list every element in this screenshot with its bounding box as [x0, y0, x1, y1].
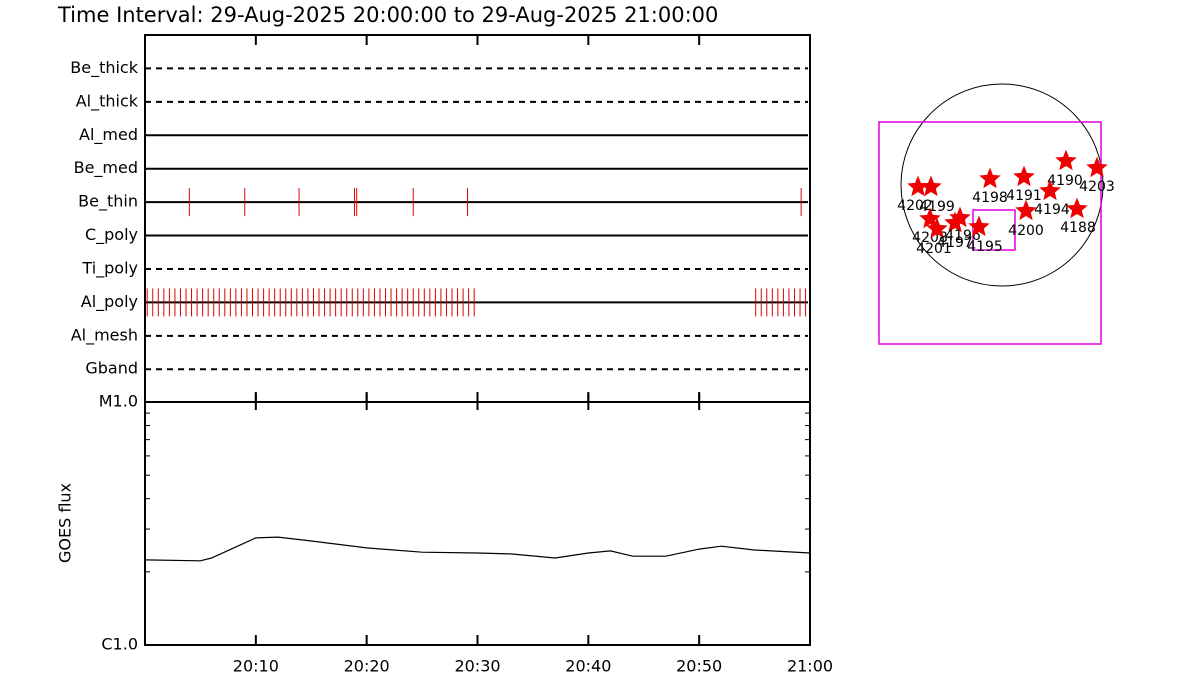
region-label: 4195: [967, 239, 1003, 255]
region-marker: [1015, 199, 1037, 221]
x-tick-label: 20:30: [454, 657, 500, 676]
region-marker: [920, 175, 942, 197]
region-label: 4197: [937, 235, 973, 251]
region-marker: [949, 206, 971, 228]
row-label: Al_thick: [76, 91, 139, 111]
row-label: Ti_poly: [81, 258, 138, 278]
bottom-panel-frame: [144, 401, 811, 646]
region-label: 4194: [1034, 202, 1070, 218]
row-label: Be_thin: [78, 192, 138, 212]
region-marker: [1013, 165, 1035, 187]
row-label: Al_med: [79, 125, 138, 145]
chart-title: Time Interval: 29-Aug-2025 20:00:00 to 2…: [57, 3, 718, 27]
region-marker: [926, 217, 948, 239]
y-tick-label: C1.0: [101, 635, 138, 654]
region-label: 4201: [916, 241, 952, 257]
row-label: Al_poly: [81, 292, 138, 312]
region-marker: [968, 215, 990, 237]
row-label: Be_thick: [70, 58, 138, 78]
region-label: 4202: [897, 198, 933, 214]
region-label: 4199: [919, 199, 955, 215]
sub-field: [972, 209, 1016, 251]
y-axis-label: GOES flux: [56, 483, 75, 563]
top-panel-frame: [144, 34, 811, 403]
field-of-view: [878, 121, 1102, 345]
region-marker: [979, 167, 1001, 189]
region-label: 4196: [945, 228, 981, 244]
region-marker: [1055, 149, 1077, 171]
region-label: 4198: [972, 190, 1008, 206]
region-label: 4190: [1047, 173, 1083, 189]
y-tick-label: M1.0: [99, 392, 138, 411]
region-marker: [1039, 179, 1061, 201]
x-tick-label: 20:50: [676, 657, 722, 676]
row-label: C_poly: [85, 225, 138, 245]
region-label: 4200: [1008, 223, 1044, 239]
solar-disk: [900, 83, 1104, 287]
region-marker: [1066, 197, 1088, 219]
flux-line: [144, 536, 811, 562]
region-marker: [919, 207, 941, 229]
region-label: 4203: [1079, 179, 1115, 195]
region-label: 4191: [1006, 188, 1042, 204]
row-label: Be_med: [74, 158, 138, 178]
region-marker: [1086, 156, 1108, 178]
row-label: Gband: [85, 359, 138, 378]
x-tick-label: 21:00: [787, 657, 833, 676]
x-tick-label: 20:40: [565, 657, 611, 676]
x-tick-label: 20:10: [233, 657, 279, 676]
row-label: Al_mesh: [71, 325, 138, 345]
x-tick-label: 20:20: [344, 657, 390, 676]
region-label: 4188: [1060, 220, 1096, 236]
